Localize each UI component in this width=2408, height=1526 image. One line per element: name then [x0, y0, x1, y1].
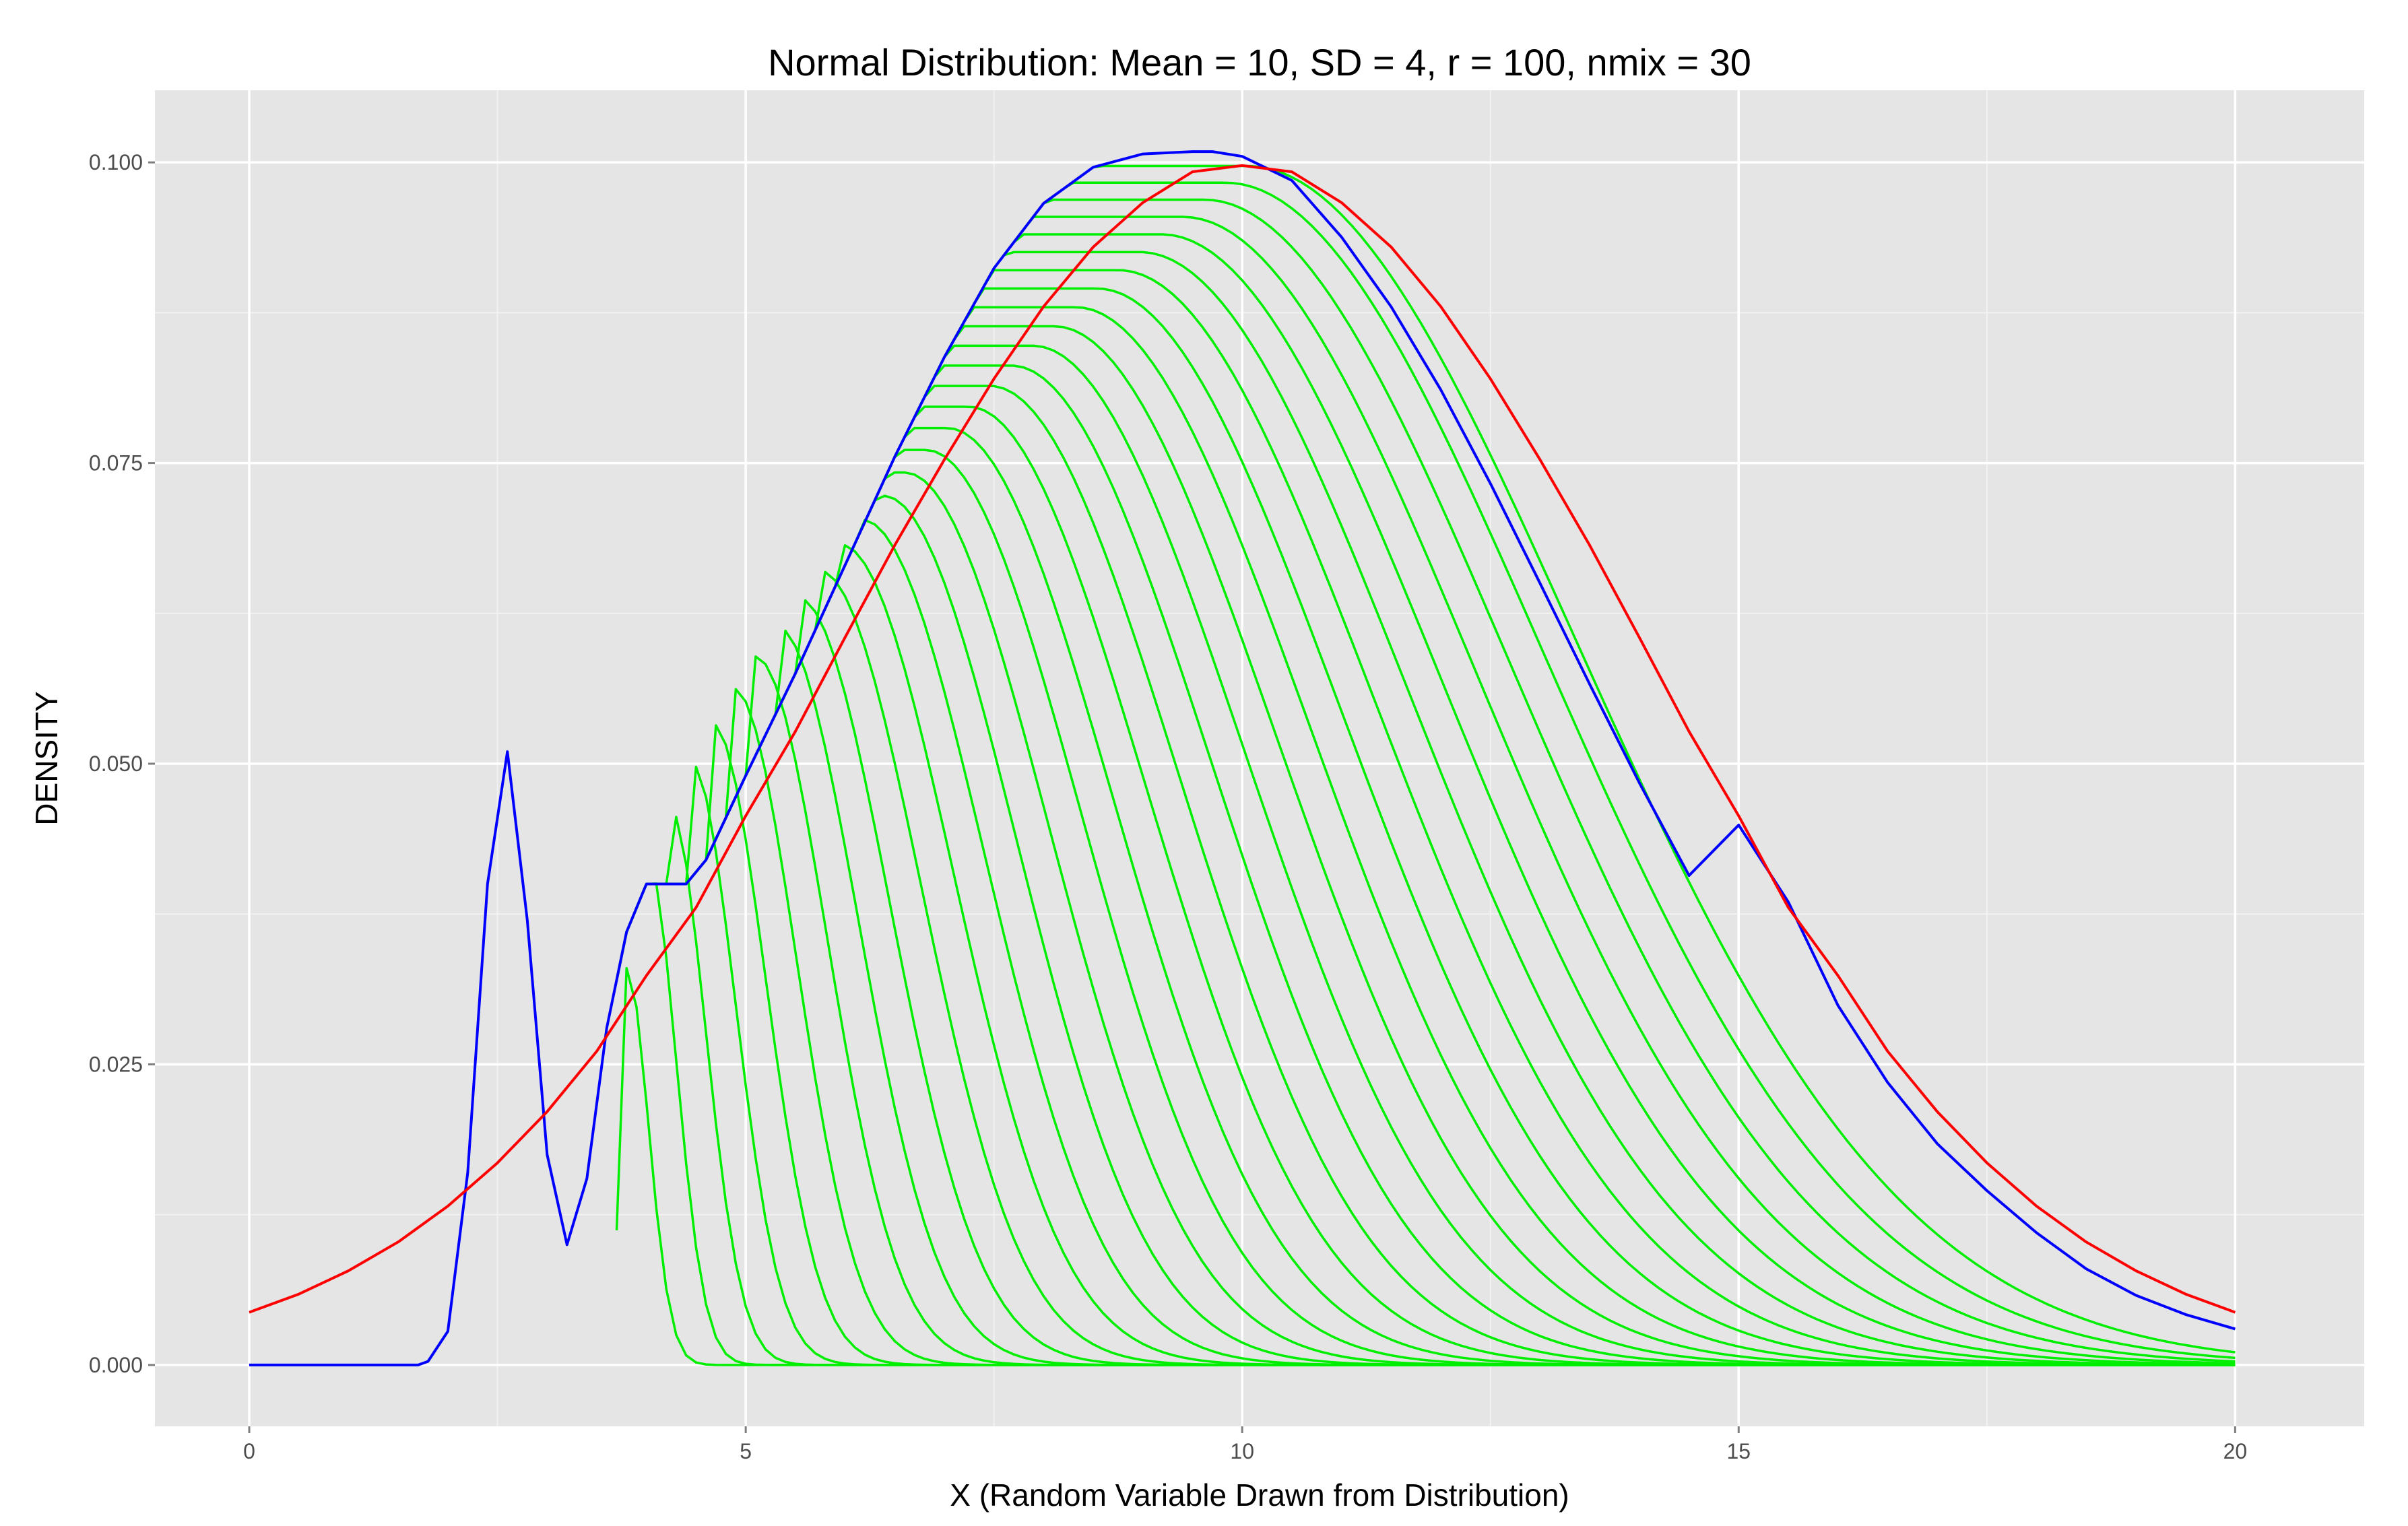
y-tick-label: 0.000 — [89, 1353, 143, 1377]
x-tick-label: 10 — [1230, 1439, 1254, 1463]
x-tick-label: 20 — [2223, 1439, 2248, 1463]
x-axis-title: X (Random Variable Drawn from Distributi… — [950, 1478, 1569, 1513]
y-tick-label: 0.100 — [89, 150, 143, 174]
y-axis-title: DENSITY — [29, 691, 64, 825]
normal-reference-line — [249, 164, 2236, 1314]
x-tick-label: 5 — [740, 1439, 752, 1463]
chart-title: Normal Distribution: Mean = 10, SD = 4, … — [768, 41, 1751, 84]
x-axis-ticks: 0 5 10 15 20 — [243, 1426, 2247, 1463]
plot-panel — [155, 90, 2364, 1426]
y-tick-label: 0.025 — [89, 1052, 143, 1076]
minor-gridlines — [155, 90, 2364, 1426]
normal-reference-curve — [249, 164, 2236, 1314]
y-tick-label: 0.050 — [89, 752, 143, 776]
x-tick-label: 15 — [1726, 1439, 1751, 1463]
component-curves — [615, 164, 2236, 1366]
x-tick-label: 0 — [243, 1439, 255, 1463]
y-axis-ticks: 0.000 0.025 0.050 0.075 0.100 — [89, 150, 155, 1377]
y-tick-label: 0.075 — [89, 451, 143, 475]
